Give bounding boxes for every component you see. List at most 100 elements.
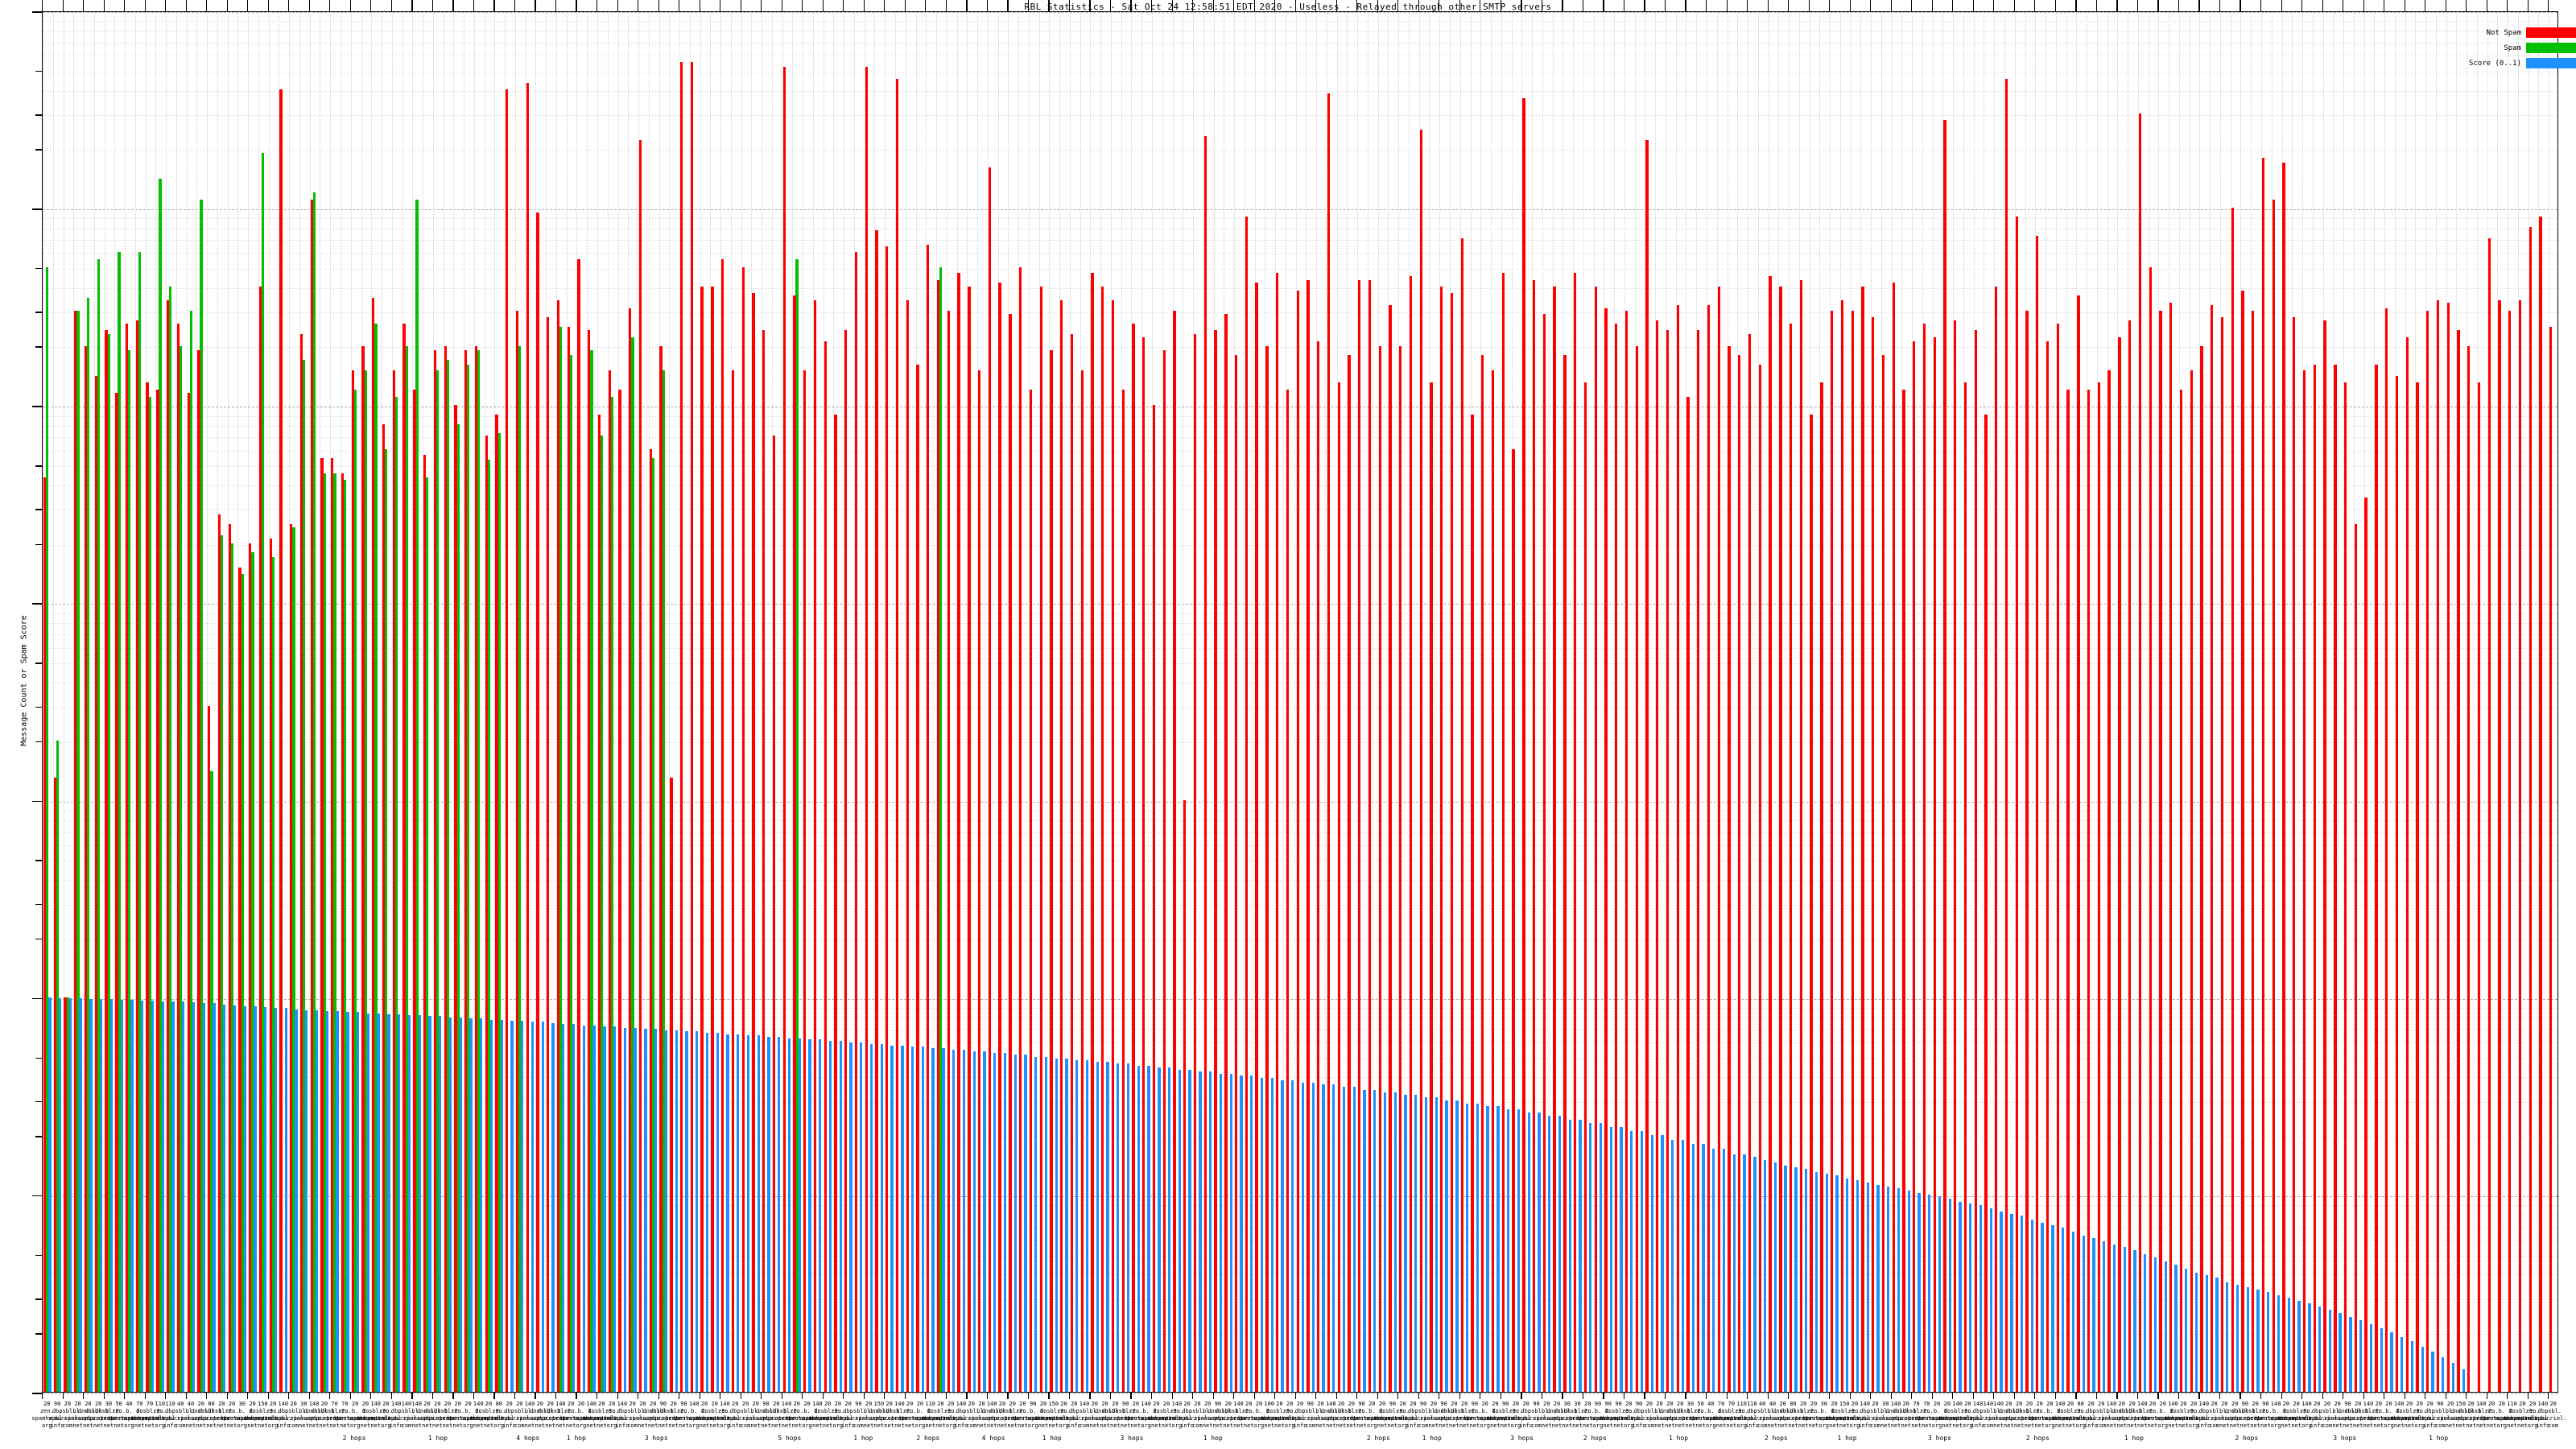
bar-score	[387, 1013, 390, 1392]
x-axis-label-line: 20	[218, 1401, 225, 1407]
x-axis-label-line: 90	[1594, 1401, 1602, 1407]
bar-not-spam	[772, 436, 776, 1392]
x-axis-label-line: net	[1377, 1422, 1388, 1429]
x-axis-group-label: 40 bl. spamcop. net	[1752, 1401, 1794, 1430]
x-axis-group-label: 20 1. spamhaus. net	[1135, 1401, 1177, 1430]
x-axis-label-line: uceprotect.	[469, 1415, 508, 1422]
x-axis-labels: 20 zen. spamhaus. org 90 db. wpbl. info 20 psbl. s…	[31, 1401, 2566, 1449]
x-axis-label-line: dnsbl-3.	[1492, 1408, 1520, 1414]
bar-score	[1887, 1186, 1890, 1392]
bar-spam	[601, 436, 604, 1392]
x-axis-label-line: net	[1921, 1422, 1932, 1429]
x-tick-top	[1890, 0, 1892, 11]
x-axis-label-line: uceprotect.	[326, 1415, 364, 1422]
x-axis-label-line: sorbs.	[2224, 1415, 2245, 1422]
x-axis-label-line: net	[2507, 1422, 2517, 1429]
x-tick-bottom	[843, 1393, 844, 1399]
x-axis-label-line: net	[1161, 1422, 1172, 1429]
x-axis-label-line: net	[1428, 1422, 1439, 1429]
x-axis-label-line: 20	[670, 1401, 677, 1407]
bar-score	[2164, 1261, 2167, 1392]
bar-score	[798, 1038, 801, 1392]
x-axis-label-line: zen.	[943, 1408, 958, 1414]
x-axis-label-line: info	[1632, 1422, 1646, 1429]
x-axis-label-line: dnsbl.	[1998, 1408, 2020, 1414]
x-axis-group-label: 20 dnsbl-1. uceprotect. net	[2111, 1401, 2153, 1430]
bar-score	[1117, 1063, 1120, 1392]
x-axis-label-line: 140	[781, 1401, 792, 1407]
x-axis-label-line: 20	[2005, 1401, 2013, 1407]
bar-score	[541, 1022, 544, 1392]
x-axis-label-line: dnsbl-1.	[2118, 1408, 2146, 1414]
x-axis-label-line: 90	[1307, 1401, 1314, 1407]
bar-score	[1281, 1080, 1284, 1392]
x-axis-label-line: psbl.	[1527, 1408, 1545, 1414]
x-axis-label-line: 20	[1255, 1401, 1263, 1407]
x-axis-group-label: 100 1. spamhaus. net	[1249, 1401, 1290, 1430]
x-axis-label-line: net	[1233, 1422, 1244, 1429]
bar-score	[1938, 1196, 1942, 1392]
x-axis-label-line: uceprotect.	[2236, 1415, 2274, 1422]
x-tick-bottom	[1972, 1393, 1974, 1399]
bar-score	[48, 997, 52, 1392]
x-axis-label-line: org	[2075, 1422, 2087, 1429]
bar-not-spam	[454, 405, 457, 1392]
bar-score	[2041, 1222, 2044, 1392]
bar-not-spam	[1193, 333, 1197, 1392]
x-axis-label-line: zen.	[266, 1408, 280, 1414]
x-tick-top	[1253, 0, 1255, 11]
x-axis-label-line: sorbs.	[1885, 1415, 1906, 1422]
bar-not-spam	[2025, 311, 2029, 1392]
x-tick-top	[1274, 0, 1276, 11]
x-axis-label-line: surriel.	[1975, 1415, 2002, 1422]
x-axis-label-line: zen.	[2033, 1408, 2047, 1414]
x-axis-label-line: 20	[886, 1401, 893, 1407]
bar-not-spam	[844, 330, 848, 1392]
x-tick-bottom	[1952, 1393, 1954, 1399]
bar-not-spam	[1512, 448, 1515, 1392]
x-axis-label-line: dnsbl-3.	[588, 1408, 616, 1414]
x-axis-label-line: com	[401, 1422, 412, 1429]
x-axis-label-line: 30	[1563, 1401, 1571, 1407]
x-axis-group-label: 20 1. spamhaus. net	[683, 1401, 725, 1430]
bar-spam	[559, 326, 563, 1392]
x-axis-label-line: dnsbl-3.	[1831, 1408, 1859, 1414]
x-axis-label-line: spamhaus.	[144, 1415, 175, 1422]
x-axis-hop-note: 2 hops	[1366, 1435, 1390, 1442]
x-axis-label-line: net	[1243, 1422, 1254, 1429]
x-axis-label-line: net	[2065, 1422, 2076, 1429]
x-axis-label-line: b.	[1707, 1408, 1715, 1414]
bar-not-spam	[2375, 365, 2378, 1392]
x-axis-label-line: 70	[341, 1401, 349, 1407]
x-axis-label-line: 50	[1697, 1401, 1704, 1407]
bar-spam	[333, 473, 336, 1392]
x-axis-label-line: spamcop.	[1645, 1415, 1674, 1422]
bar-not-spam	[547, 316, 550, 1392]
x-axis-label-line: dnsbl-1.	[650, 1408, 677, 1414]
bar-not-spam	[1707, 305, 1711, 1392]
bar-score	[1003, 1053, 1007, 1392]
x-tick-bottom	[822, 1393, 824, 1399]
x-tick-bottom	[103, 1393, 105, 1399]
x-axis-label-line: wpbl.	[2082, 1415, 2099, 1422]
y-tick-minor	[35, 903, 42, 906]
x-axis-group-label: 20 dnsbl-2. uceprotect. net	[200, 1401, 242, 1430]
x-axis-group-label: 20 psbl. surriel. com	[1176, 1401, 1218, 1430]
bar-score	[315, 1009, 319, 1392]
bar-not-spam	[2487, 238, 2491, 1392]
x-tick-top	[473, 0, 475, 11]
x-axis-hop-note: 2 hops	[2235, 1435, 2259, 1442]
x-axis-group-label: 90 b. barracudacentral. org	[1012, 1401, 1070, 1430]
x-axis-label-line: uceprotect.	[1004, 1415, 1042, 1422]
x-axis-label-line: dnsbl-3.	[136, 1408, 163, 1414]
x-axis-label-line: 20	[2519, 1401, 2526, 1407]
y-tick-major	[32, 603, 42, 605]
x-axis-group-label: 20 dnsbl-3. uceprotect. net	[2388, 1401, 2430, 1430]
x-axis-label-line: uceprotect.	[2010, 1415, 2049, 1422]
bar-not-spam	[2211, 305, 2214, 1392]
x-axis-label-line: 20	[1337, 1401, 1345, 1407]
x-axis-label-line: 20	[197, 1401, 204, 1407]
bar-not-spam	[1656, 320, 1659, 1392]
x-axis-label-line: spamhaus.	[370, 1415, 402, 1422]
x-axis-group-label: 70 zen. uceprotect. net	[1905, 1401, 1947, 1430]
